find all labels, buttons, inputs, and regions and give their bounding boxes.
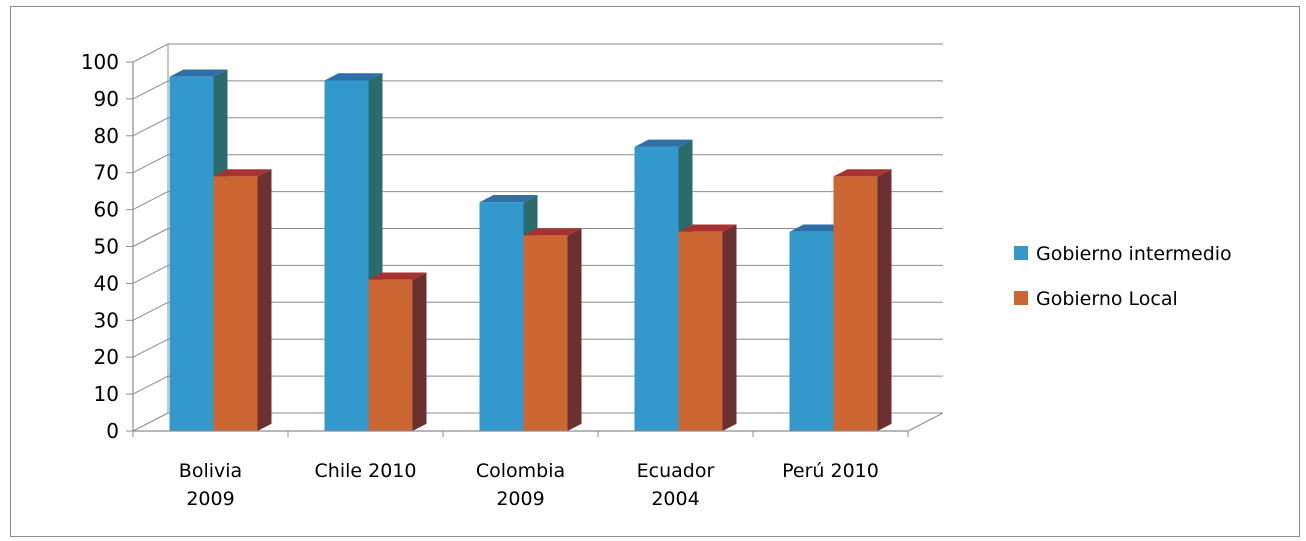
side-wall-gridline — [132, 228, 169, 247]
bar-front — [678, 231, 723, 431]
bar — [368, 272, 427, 431]
x-tick-label: Bolivia 2009 — [179, 460, 242, 510]
legend-item: Gobierno intermedio — [1014, 243, 1232, 265]
y-tick-label: 70 — [94, 161, 119, 185]
bar — [678, 224, 737, 431]
side-wall-gridline — [132, 80, 169, 100]
y-tick-label: 40 — [94, 271, 119, 295]
legend: Gobierno intermedio Gobierno Local — [1014, 243, 1232, 310]
side-wall-gridline — [132, 117, 169, 137]
y-tick-label: 30 — [94, 308, 119, 332]
side-wall-gridline — [132, 191, 169, 211]
y-tick-label: 60 — [94, 198, 119, 222]
bar-top — [789, 224, 848, 232]
bar-front — [523, 235, 568, 431]
x-tick-label-line: 2004 — [651, 488, 699, 510]
side-wall-gridline — [132, 264, 169, 284]
side-wall-gridline — [132, 301, 169, 321]
x-tick-label-line: Chile 2010 — [315, 460, 417, 482]
x-tick-label: Chile 2010 — [315, 460, 417, 482]
legend-item: Gobierno Local — [1014, 288, 1178, 310]
bar-front — [479, 202, 524, 431]
x-axis-labels: Bolivia 2009 Chile 2010 Colombia 2009 Ecuador… — [179, 460, 879, 510]
bar-front — [324, 80, 369, 431]
bar-front — [833, 176, 878, 431]
bar-side — [257, 169, 272, 431]
bar-front — [213, 176, 258, 431]
y-axis-ticks: 0 10 20 30 40 50 60 70 80 90 100 — [81, 50, 119, 443]
x-tick-label-line: Bolivia — [179, 460, 242, 482]
legend-label: Gobierno intermedio — [1036, 243, 1232, 265]
bar-side — [722, 224, 737, 431]
side-wall-gridline — [132, 338, 169, 358]
legend-label: Gobierno Local — [1036, 288, 1178, 310]
bar-side — [412, 272, 427, 431]
y-tick-label: 0 — [106, 419, 119, 443]
x-tick-label: Colombia 2009 — [476, 460, 565, 510]
bar — [213, 169, 272, 431]
x-tick-label: Ecuador 2004 — [637, 460, 715, 510]
y-tick-label: 50 — [94, 235, 119, 259]
axes — [126, 61, 909, 437]
side-wall-gridline — [132, 154, 169, 174]
bar-top — [678, 224, 737, 232]
legend-swatch — [1014, 291, 1028, 305]
bar-top — [368, 272, 427, 280]
bar-top — [523, 228, 582, 236]
bar-front — [634, 146, 679, 431]
bar — [523, 228, 582, 431]
bar — [833, 169, 892, 431]
side-wall-gridline — [132, 43, 169, 63]
floor-right-edge — [907, 412, 944, 432]
x-tick-label: Perú 2010 — [782, 460, 879, 482]
y-tick-label: 100 — [81, 50, 119, 74]
bar-front — [789, 231, 834, 431]
bar-top — [634, 139, 693, 147]
bar-side — [567, 228, 582, 431]
x-tick-label-line: 2009 — [186, 488, 234, 510]
x-tick-label-line: Ecuador — [637, 460, 715, 482]
y-tick-label: 20 — [94, 345, 119, 369]
bar-top — [324, 73, 383, 81]
x-tick-label-line: Colombia — [476, 460, 565, 482]
x-tick-label-line: Perú 2010 — [782, 460, 879, 482]
bar-top — [833, 169, 892, 177]
bar-top — [169, 69, 228, 77]
side-wall-gridline — [132, 375, 169, 395]
y-tick-label: 80 — [94, 124, 119, 148]
bar-top — [213, 169, 272, 177]
y-tick-label: 10 — [94, 382, 119, 406]
legend-swatch — [1014, 246, 1028, 260]
x-tick-label-line: 2009 — [496, 488, 544, 510]
side-wall-gridline — [132, 412, 169, 432]
bar-front — [169, 76, 214, 431]
bars — [169, 69, 892, 432]
bar-front — [368, 279, 413, 431]
bar-side — [877, 169, 892, 431]
bar-top — [479, 195, 538, 203]
y-tick-label: 90 — [94, 87, 119, 111]
